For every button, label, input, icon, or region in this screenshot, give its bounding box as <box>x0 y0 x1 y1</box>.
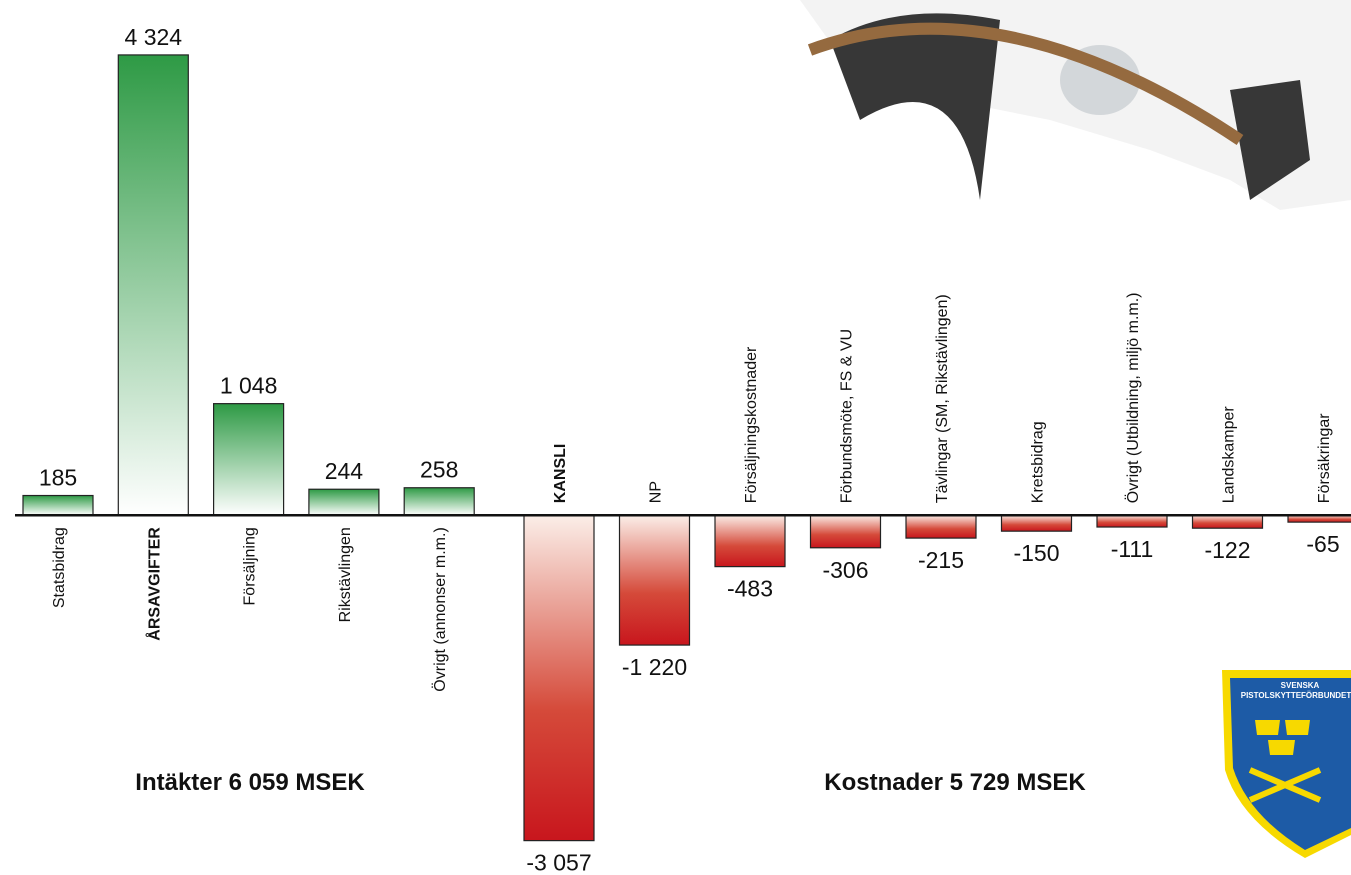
bar <box>714 514 786 568</box>
category-label: Statsbidrag <box>51 527 68 608</box>
category-label: Övrigt (Utbildning, miljö m.m.) <box>1124 293 1142 504</box>
bar <box>1096 514 1168 528</box>
value-label: -65 <box>1306 531 1339 557</box>
value-label: 185 <box>39 465 77 491</box>
category-label: ÅRSAVGIFTER <box>144 527 163 641</box>
value-label: -150 <box>1013 540 1059 566</box>
bar <box>905 514 977 539</box>
logo: SVENSKA PISTOLSKYTTEFÖRBUNDET <box>1222 670 1351 858</box>
bar <box>308 488 380 516</box>
category-label: Försäkringar <box>1316 413 1333 503</box>
category-label: KANSLI <box>552 444 569 504</box>
value-label: -306 <box>822 557 868 583</box>
value-label: 1 048 <box>220 373 278 399</box>
value-label: -111 <box>1111 536 1154 562</box>
category-label: Försäljning <box>242 527 259 605</box>
income-total: Intäkter 6 059 MSEK <box>135 769 365 796</box>
category-label: Rikstävlingen <box>337 527 354 622</box>
category-label: Tävlingar (SM, Rikstävlingen) <box>934 294 951 503</box>
logo-text: PISTOLSKYTTEFÖRBUNDET <box>1241 691 1351 700</box>
bar <box>403 487 475 516</box>
value-label: -1 220 <box>622 654 687 680</box>
value-label: -122 <box>1204 537 1250 563</box>
bar <box>618 514 691 646</box>
bar <box>1191 514 1264 529</box>
bar <box>1000 514 1073 532</box>
cost-total: Kostnader 5 729 MSEK <box>824 769 1086 796</box>
category-label: Försäljningskostnader <box>743 346 760 503</box>
category-label: NP <box>648 481 665 503</box>
bar <box>809 514 882 549</box>
value-label: -483 <box>727 576 773 602</box>
bar <box>117 54 189 516</box>
category-label: Landskamper <box>1221 406 1238 504</box>
value-label: -3 057 <box>526 850 591 875</box>
value-label: 4 324 <box>125 24 183 50</box>
decoration <box>800 0 1351 210</box>
value-label: 244 <box>325 458 364 484</box>
bar <box>22 494 94 516</box>
value-label: 258 <box>420 457 458 483</box>
category-label: Övrigt (annonser m.m.) <box>431 527 449 691</box>
value-label: -215 <box>918 547 964 573</box>
category-label: Kretsbidrag <box>1030 421 1047 503</box>
logo-text: SVENSKA <box>1281 681 1320 690</box>
bar <box>213 403 285 516</box>
bar <box>523 514 595 842</box>
category-label: Förbundsmöte, FS & VU <box>839 329 856 503</box>
